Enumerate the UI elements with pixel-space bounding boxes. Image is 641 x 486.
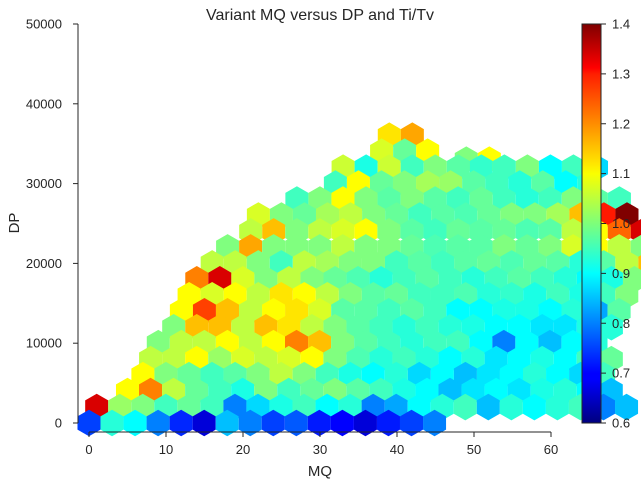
hex-bin — [77, 409, 101, 437]
hex-bin — [284, 409, 308, 437]
hex-bin — [192, 409, 216, 437]
hex-bin — [423, 409, 447, 437]
x-axis-label: MQ — [308, 463, 332, 480]
colorbar-tick-label: 1.3 — [612, 66, 630, 81]
colorbar: 0.6 0.7 0.8 0.9 1.0 1.1 1.2 1.3 1.4 — [581, 17, 630, 431]
hex-bin — [630, 234, 641, 261]
chart-title: Variant MQ versus DP and Ti/Tv — [206, 7, 434, 24]
x-tick-label: 30 — [313, 442, 327, 457]
x-ticks: 0 10 20 30 40 50 60 — [85, 432, 558, 457]
colorbar-gradient — [581, 23, 602, 424]
hex-bin — [453, 393, 477, 421]
hex-bin — [169, 409, 193, 437]
colorbar-tick-label: 0.6 — [612, 416, 630, 431]
hex-bin — [330, 409, 354, 437]
x-tick-label: 60 — [544, 442, 558, 457]
hex-bin — [399, 409, 424, 437]
colorbar-tick-label: 1.0 — [612, 216, 630, 231]
hex-bin — [261, 409, 285, 437]
hex-bin — [100, 409, 124, 437]
colorbar-tick-label: 0.7 — [612, 366, 630, 381]
y-tick-label: 50000 — [26, 17, 62, 32]
hex-bin — [123, 409, 147, 437]
hex-bin — [146, 409, 170, 437]
colorbar-ticks: 0.6 0.7 0.8 0.9 1.0 1.1 1.2 1.3 1.4 — [601, 17, 630, 431]
hex-bin — [545, 393, 569, 421]
x-tick-label: 50 — [467, 442, 481, 457]
x-tick-label: 0 — [85, 442, 92, 457]
hex-bin — [238, 409, 262, 437]
x-tick-label: 40 — [390, 442, 404, 457]
hex-bin — [353, 409, 377, 437]
y-tick-label: 40000 — [26, 96, 62, 111]
colorbar-tick-label: 0.8 — [612, 316, 630, 331]
y-axis-label: DP — [6, 213, 23, 234]
hex-bin — [476, 393, 500, 421]
hex-bin — [638, 255, 641, 272]
hex-bin — [599, 313, 623, 341]
hex-bin — [307, 409, 331, 437]
y-tick-label: 20000 — [26, 256, 62, 271]
colorbar-tick-label: 1.1 — [612, 166, 630, 181]
hex-bin — [615, 393, 639, 421]
hex-bin — [522, 393, 546, 421]
y-tick-label: 10000 — [26, 336, 62, 351]
hex-bin — [376, 409, 400, 437]
y-ticks: 0 10000 20000 30000 40000 50000 — [26, 17, 78, 431]
hex-bin — [499, 393, 523, 421]
colorbar-tick-label: 1.4 — [612, 17, 630, 32]
colorbar-tick-label: 0.9 — [612, 266, 630, 281]
x-tick-label: 20 — [236, 442, 250, 457]
x-tick-label: 10 — [159, 442, 173, 457]
y-tick-label: 0 — [55, 416, 62, 431]
colorbar-tick-label: 1.2 — [612, 116, 630, 131]
hex-bin — [215, 409, 239, 437]
hexbin-layer — [77, 122, 641, 437]
y-tick-label: 30000 — [26, 176, 62, 191]
